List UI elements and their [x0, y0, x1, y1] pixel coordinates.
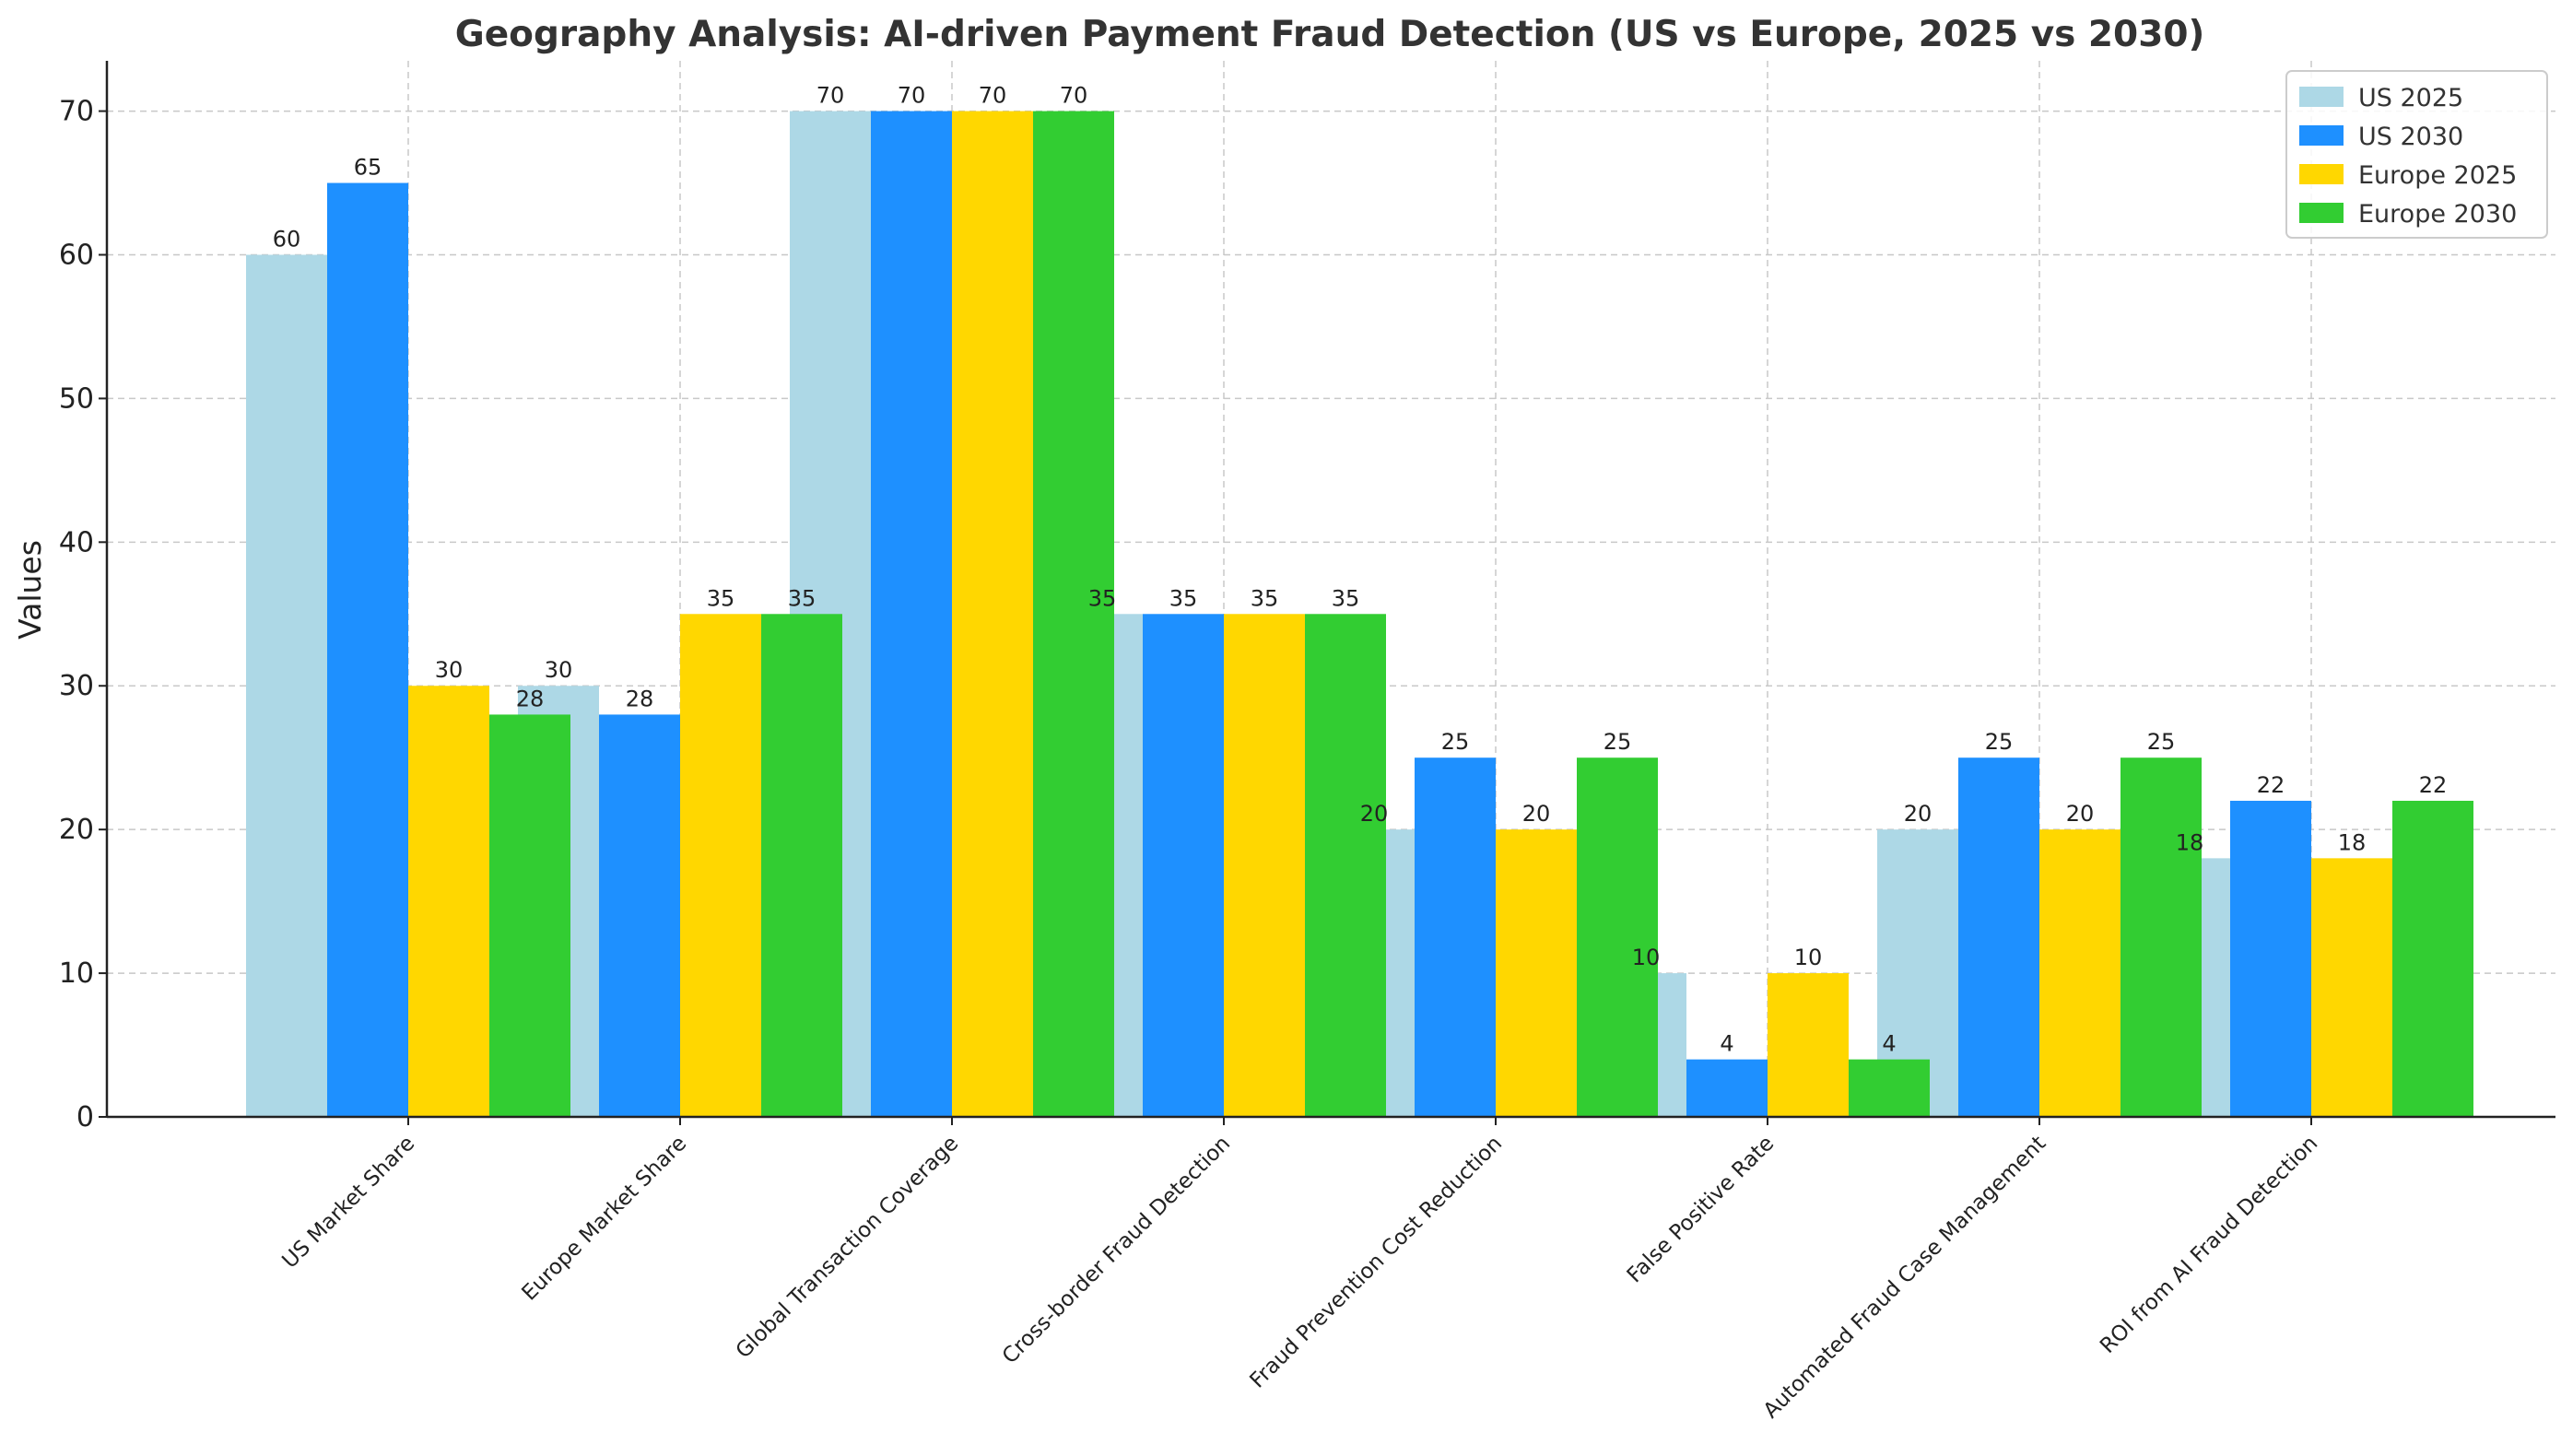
bar	[2039, 829, 2120, 1117]
legend-swatch	[2299, 87, 2344, 107]
bar	[1958, 757, 2039, 1117]
bar-value-label: 35	[1251, 585, 1279, 611]
bar-value-label: 25	[1985, 729, 2014, 755]
bar-value-label: 20	[1522, 801, 1551, 827]
bar	[489, 714, 570, 1117]
x-tick-label: ROI from AI Fraud Detection	[2096, 1132, 2322, 1358]
bar-value-label: 10	[1632, 945, 1661, 970]
legend-swatch	[2299, 203, 2344, 223]
legend-swatch	[2299, 164, 2344, 184]
bar-value-label: 25	[1441, 729, 1470, 755]
bar	[680, 614, 761, 1117]
legend-box	[2285, 70, 2548, 239]
bar-value-label: 65	[354, 155, 382, 181]
bar-value-label: 30	[545, 657, 573, 683]
bar-value-label: 28	[626, 686, 654, 711]
bar-value-label: 10	[1794, 945, 1823, 970]
bar	[1033, 111, 1114, 1118]
bar	[1496, 829, 1577, 1117]
bar-value-label: 70	[979, 83, 1007, 109]
legend-label: US 2030	[2358, 123, 2463, 151]
bar	[2230, 800, 2311, 1117]
y-tick-label: 30	[59, 670, 94, 702]
bar-value-label: 70	[898, 83, 926, 109]
legend-swatch	[2299, 125, 2344, 146]
bar	[408, 686, 489, 1117]
legend-label: US 2025	[2358, 84, 2463, 112]
bar	[599, 714, 680, 1117]
bar-value-label: 35	[1332, 585, 1360, 611]
bar-value-label: 35	[707, 585, 735, 611]
x-tick-label: Cross-border Fraud Detection	[998, 1132, 1235, 1368]
bar-value-label: 35	[788, 585, 816, 611]
bar-value-label: 60	[273, 226, 301, 252]
bar	[2120, 757, 2202, 1117]
bar	[246, 254, 327, 1117]
y-tick-label: 10	[59, 957, 94, 990]
bar-value-label: 18	[2176, 829, 2204, 855]
bar-value-label: 4	[1720, 1031, 1733, 1057]
y-tick-label: 20	[59, 814, 94, 846]
data-labels: 60 30 70 35 20 10 20 18 65 28 70 35 25 4 25 22 30 35 70 35 2…	[273, 83, 2448, 1057]
y-axis-label: Values	[12, 540, 48, 640]
x-tick-label: Global Transaction Coverage	[732, 1132, 964, 1364]
bar-value-label: 4	[1882, 1031, 1896, 1057]
bar	[1768, 973, 1849, 1117]
bar-value-label: 35	[1088, 585, 1117, 611]
bar	[2311, 858, 2392, 1117]
bar-value-label: 25	[1604, 729, 1632, 755]
bar	[952, 111, 1033, 1118]
bar-value-label: 20	[2066, 801, 2095, 827]
y-tick-label: 0	[76, 1101, 94, 1133]
bar-value-label: 70	[816, 83, 845, 109]
legend: US 2025 US 2030 Europe 2025 Europe 2030	[2285, 70, 2548, 239]
y-tick-label: 60	[59, 239, 94, 271]
bar-value-label: 20	[1904, 801, 1932, 827]
x-tick-label: US Market Share	[277, 1132, 419, 1274]
y-tick-label: 40	[59, 526, 94, 558]
x-tick-label: Europe Market Share	[517, 1132, 691, 1306]
x-tick-label: False Positive Rate	[1623, 1132, 1780, 1288]
bar	[1849, 1059, 1930, 1117]
x-tick-label: Automated Fraud Case Management	[1759, 1132, 2051, 1424]
bar	[2392, 800, 2473, 1117]
bar-value-label: 35	[1169, 585, 1198, 611]
bar	[761, 614, 842, 1117]
bar-value-label: 22	[2257, 772, 2285, 798]
bar	[327, 182, 408, 1117]
bar-value-label: 18	[2338, 829, 2367, 855]
bar	[1305, 614, 1386, 1117]
bar-value-label: 30	[435, 657, 464, 683]
y-tick-label: 70	[59, 96, 94, 128]
chart-title: Geography Analysis: AI-driven Payment Fr…	[455, 14, 2205, 55]
bar	[1577, 757, 1658, 1117]
bar-value-label: 25	[2147, 729, 2176, 755]
bar	[1224, 614, 1305, 1117]
bars	[246, 111, 2473, 1118]
bar-value-label: 28	[516, 686, 545, 711]
x-tick-label: Fraud Prevention Cost Reduction	[1245, 1132, 1507, 1393]
bar-value-label: 20	[1360, 801, 1389, 827]
bar-value-label: 70	[1060, 83, 1088, 109]
y-tick-label: 50	[59, 382, 94, 415]
bar	[1686, 1059, 1768, 1117]
legend-label: Europe 2030	[2358, 200, 2517, 229]
bar	[871, 111, 952, 1118]
bar-value-label: 22	[2419, 772, 2448, 798]
legend-label: Europe 2025	[2358, 161, 2517, 190]
bar	[1143, 614, 1224, 1117]
bar	[1415, 757, 1496, 1117]
